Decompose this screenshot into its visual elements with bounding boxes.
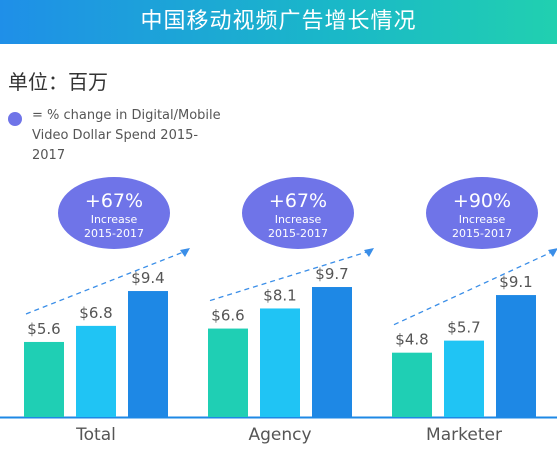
- growth-bubble: [242, 177, 354, 249]
- legend-dot-icon: [8, 112, 22, 126]
- growth-period: 2015-2017: [268, 227, 328, 240]
- bar-value-label: $6.8: [79, 304, 112, 322]
- category-label-agency: Agency: [248, 425, 311, 445]
- growth-percent: +90%: [453, 190, 511, 212]
- title-banner: [0, 0, 557, 44]
- legend-text: = % change in Digital/Mobile Video Dolla…: [32, 108, 221, 163]
- category-label-total: Total: [75, 425, 116, 445]
- bar-total-3: [128, 291, 168, 417]
- category-label-marketer: Marketer: [426, 425, 502, 445]
- growth-arrow-head-icon: [364, 248, 374, 257]
- bar-agency-1: [208, 328, 248, 417]
- chart-title: 中国移动视频广告增长情况: [140, 9, 417, 34]
- bar-value-label: $4.8: [395, 331, 428, 349]
- bar-total-1: [24, 341, 64, 417]
- growth-label: Increase: [91, 213, 138, 226]
- bar-total-2: [76, 325, 116, 417]
- growth-label: Increase: [459, 213, 506, 226]
- bar-value-label: $8.1: [263, 286, 296, 304]
- bar-marketer-1: [392, 352, 432, 417]
- growth-label: Increase: [275, 213, 322, 226]
- growth-arrow-line: [209, 250, 371, 302]
- bar-marketer-3: [496, 295, 536, 417]
- growth-bubble: [426, 177, 538, 249]
- growth-percent: +67%: [85, 190, 143, 212]
- growth-period: 2015-2017: [84, 227, 144, 240]
- growth-arrow-head-icon: [180, 248, 190, 257]
- bar-value-label: $9.4: [131, 269, 164, 287]
- growth-arrow-head-icon: [548, 248, 557, 257]
- bar-value-label: $9.7: [315, 265, 348, 283]
- bar-value-label: $5.6: [27, 320, 60, 338]
- growth-bubble: [58, 177, 170, 249]
- unit-label: 单位：百万: [8, 70, 108, 94]
- growth-arrow-line: [25, 250, 187, 315]
- bar-value-label: $9.1: [499, 273, 532, 291]
- bar-value-label: $5.7: [447, 319, 480, 337]
- bar-agency-2: [260, 308, 300, 417]
- growth-arrow-line: [393, 250, 555, 326]
- growth-period: 2015-2017: [452, 227, 512, 240]
- bar-agency-3: [312, 287, 352, 417]
- bar-value-label: $6.6: [211, 307, 244, 325]
- bar-marketer-2: [444, 340, 484, 417]
- growth-percent: +67%: [269, 190, 327, 212]
